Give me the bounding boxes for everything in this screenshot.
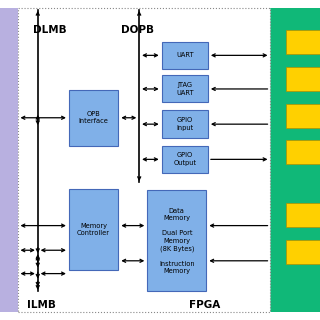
Text: ILMB: ILMB — [27, 300, 56, 310]
Bar — [162, 110, 208, 138]
Bar — [286, 140, 320, 164]
Text: OPB
Interface: OPB Interface — [79, 111, 108, 124]
Text: Memory
Controller: Memory Controller — [77, 223, 110, 236]
Text: Data
Memory

Dual Port
Memory
(8K Bytes)

Instruction
Memory: Data Memory Dual Port Memory (8K Bytes) … — [159, 208, 195, 274]
Text: GPIO
Input: GPIO Input — [176, 117, 193, 131]
Text: UART: UART — [176, 52, 194, 58]
Bar — [286, 67, 320, 91]
Bar — [69, 189, 118, 270]
Bar — [0, 8, 18, 312]
Bar — [286, 240, 320, 264]
Bar — [162, 146, 208, 173]
Text: JTAG
UART: JTAG UART — [176, 82, 194, 96]
Bar — [18, 8, 270, 312]
Text: GPIO
Output: GPIO Output — [173, 152, 196, 166]
Bar — [286, 104, 320, 128]
Text: FPGA: FPGA — [189, 300, 220, 310]
Bar — [147, 190, 206, 291]
Bar — [162, 42, 208, 69]
Text: DLMB: DLMB — [33, 25, 67, 36]
Bar — [162, 75, 208, 102]
Bar — [286, 30, 320, 54]
Text: DOPB: DOPB — [121, 25, 154, 36]
Bar — [270, 8, 320, 312]
Bar — [286, 203, 320, 227]
Bar — [69, 90, 118, 146]
